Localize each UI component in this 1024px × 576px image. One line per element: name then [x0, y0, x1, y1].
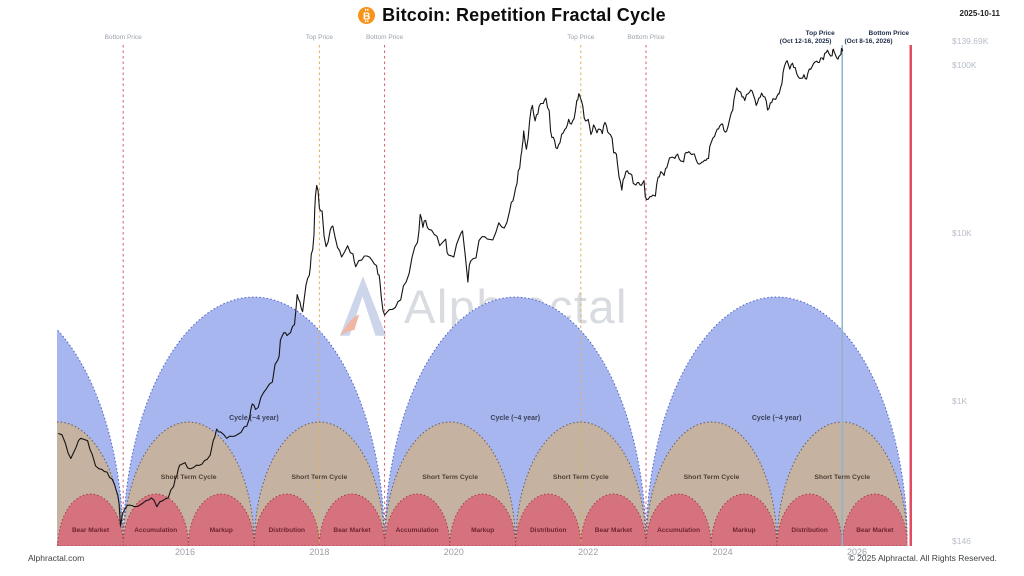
phase-arc: [710, 493, 778, 546]
price-line: [58, 47, 844, 527]
alphractal-logo-icon: [339, 276, 387, 336]
phase-arc: [776, 493, 843, 546]
phase-arc: [187, 493, 255, 546]
phase-arc: [580, 493, 647, 546]
footer-site-link[interactable]: Alphractal.com: [28, 553, 85, 563]
page-title: Bitcoin: Repetition Fractal Cycle: [382, 5, 666, 25]
cycle-arcs-group: [57, 296, 908, 546]
report-date: 2025-10-11: [959, 9, 1000, 18]
phase-arc: [449, 493, 517, 546]
phase-arc: [841, 493, 908, 546]
footer-copyright: © 2025 Alphractal. All Rights Reserved.: [848, 553, 997, 563]
phase-arc: [57, 493, 124, 546]
phase-arc: [384, 493, 451, 546]
phase-arc: [122, 493, 189, 546]
bitcoin-icon: B: [358, 7, 376, 24]
phase-arc: [253, 493, 320, 546]
phase-arc: [645, 493, 712, 546]
chart-header: B Bitcoin: Repetition Fractal Cycle: [0, 5, 1024, 26]
phase-arc: [318, 493, 386, 546]
phase-arc: [515, 493, 582, 546]
svg-text:B: B: [363, 10, 371, 22]
